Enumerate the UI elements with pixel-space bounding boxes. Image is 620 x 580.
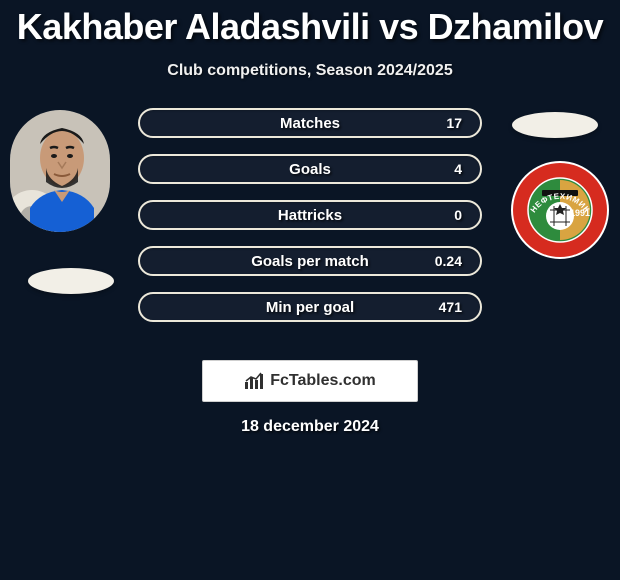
stat-label: Min per goal xyxy=(266,299,354,316)
page-subtitle: Club competitions, Season 2024/2025 xyxy=(0,62,620,80)
fctables-logo: FcTables.com xyxy=(202,360,418,402)
comparison-panel: НЕФТЕХИМИК 1991 Matches 17 Goals 4 Hattr… xyxy=(0,108,620,348)
stat-rows: Matches 17 Goals 4 Hattricks 0 Goals per… xyxy=(138,108,482,338)
stat-label: Hattricks xyxy=(278,207,342,224)
stat-value: 0 xyxy=(454,207,462,223)
stat-row-min-per-goal: Min per goal 471 xyxy=(138,292,482,322)
stat-value: 4 xyxy=(454,161,462,177)
stat-row-goals-per-match: Goals per match 0.24 xyxy=(138,246,482,276)
stat-value: 17 xyxy=(446,115,462,131)
stat-row-goals: Goals 4 xyxy=(138,154,482,184)
club-badge-right: НЕФТЕХИМИК 1991 xyxy=(510,160,610,260)
flag-badge-right xyxy=(512,112,598,138)
stat-row-hattricks: Hattricks 0 xyxy=(138,200,482,230)
svg-text:1991: 1991 xyxy=(570,208,590,218)
logo-text: FcTables.com xyxy=(270,372,376,390)
player-photo-left xyxy=(10,110,110,232)
stat-value: 0.24 xyxy=(435,253,462,269)
stat-label: Goals per match xyxy=(251,253,369,270)
flag-badge-left xyxy=(28,268,114,294)
stat-row-matches: Matches 17 xyxy=(138,108,482,138)
bar-chart-icon xyxy=(244,372,266,390)
stat-label: Matches xyxy=(280,115,340,132)
stat-label: Goals xyxy=(289,161,331,178)
stat-value: 471 xyxy=(439,299,462,315)
infographic-date: 18 december 2024 xyxy=(0,418,620,436)
page-title: Kakhaber Aladashvili vs Dzhamilov xyxy=(0,0,620,48)
